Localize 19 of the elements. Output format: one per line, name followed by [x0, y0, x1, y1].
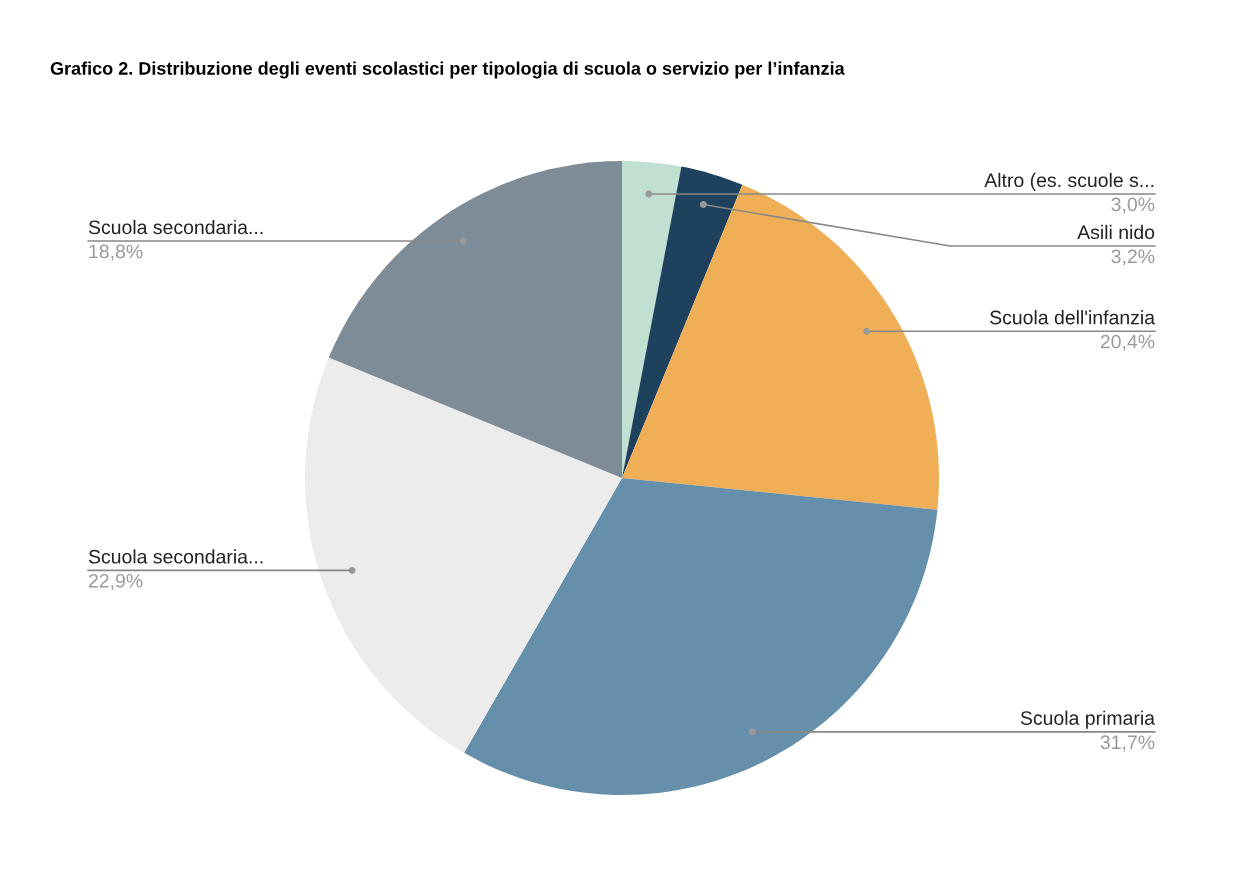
pie-slice — [622, 184, 939, 510]
chart-title: Grafico 2. Distribuzione degli eventi scolastici per tipologia di scuola o servizio per l’infanzia — [50, 61, 845, 79]
slice-label: Scuola dell'infanzia — [990, 310, 1156, 325]
slice-label: Asili nido — [1077, 224, 1155, 240]
data-label: 18,8% — [89, 244, 143, 261]
slice-label: Scuola secondaria... — [88, 549, 263, 564]
data-label: 31,7% — [1100, 735, 1155, 752]
pie-slice — [328, 161, 622, 478]
data-label: 20,4% — [1100, 334, 1155, 351]
data-label: 22,9% — [88, 573, 143, 590]
slice-label: Altro (es. scuole s... — [984, 172, 1154, 191]
pie-slice — [622, 161, 682, 478]
pie-slice — [464, 478, 938, 795]
slice-label: Scuola secondaria... — [88, 219, 263, 235]
pie-slice — [305, 357, 622, 753]
data-label: 3,2% — [1111, 249, 1155, 266]
data-label: 3,0% — [1111, 197, 1155, 214]
slice-label: Scuola primaria — [1020, 710, 1156, 729]
pie-slice — [622, 166, 743, 478]
